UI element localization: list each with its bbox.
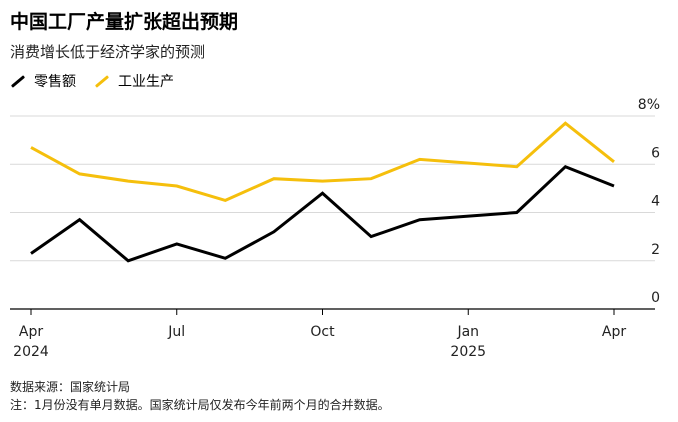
y-tick-label: 2 <box>651 242 660 258</box>
legend-label-industrial-production: 工业生产 <box>118 74 174 90</box>
legend-label-retail-sales: 零售额 <box>34 74 76 90</box>
x-tick-year-label: 2025 <box>450 344 486 360</box>
x-tick-label: Jan <box>456 324 479 340</box>
y-tick-label: 8% <box>638 97 660 113</box>
chart-subtitle: 消费增长低于经济学家的预测 <box>10 43 206 61</box>
series-line-industrial-production <box>30 121 615 202</box>
legend-item-retail-sales: 零售额 <box>10 71 76 91</box>
x-tick-label: Apr <box>19 324 43 340</box>
footnote: 注：1月份没有单月数据。国家统计局仅发布今年前两个月的合并数据。 <box>10 398 390 412</box>
x-tick-year-label: 2024 <box>13 344 49 360</box>
legend-item-industrial-production: 工业生产 <box>94 71 174 91</box>
y-tick-label: 4 <box>651 194 660 210</box>
y-tick-label: 6 <box>651 145 660 161</box>
x-tick-label: Apr <box>602 324 626 340</box>
chart-title: 中国工厂产量扩张超出预期 <box>10 11 239 33</box>
source-note: 数据来源：国家统计局 <box>10 380 131 394</box>
legend: 零售额 工业生产 <box>10 69 192 93</box>
x-tick-label: Oct <box>310 324 335 340</box>
y-tick-label: 0 <box>651 290 660 306</box>
x-tick-label: Jul <box>167 324 185 340</box>
series-line-retail-sales <box>30 164 615 263</box>
